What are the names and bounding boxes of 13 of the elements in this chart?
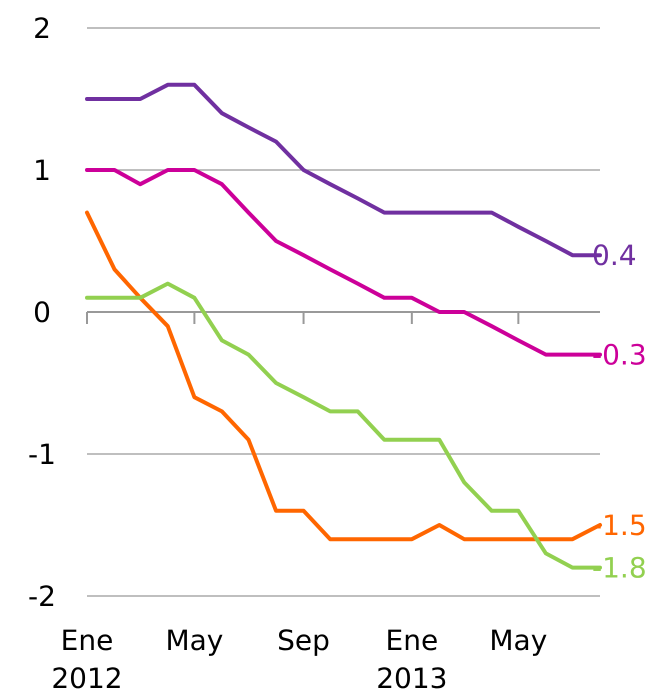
y-tick-label: -2	[28, 580, 56, 613]
x-tick-label: May	[489, 624, 548, 657]
annotation: 0.4	[592, 239, 637, 272]
x-tick-label: Sep	[277, 624, 330, 657]
x-tick-label: Ene 2013	[376, 624, 448, 695]
y-tick-label: 1	[33, 154, 51, 187]
x-tick-label: Ene 2012	[51, 624, 123, 695]
y-tick-label: -1	[28, 438, 56, 471]
x-tick-label: May	[165, 624, 224, 657]
annotation: -1.8	[592, 551, 647, 584]
y-tick-label: 0	[33, 296, 51, 329]
y-tick-label: 2	[33, 12, 51, 45]
annotation: -0.3	[592, 338, 647, 372]
